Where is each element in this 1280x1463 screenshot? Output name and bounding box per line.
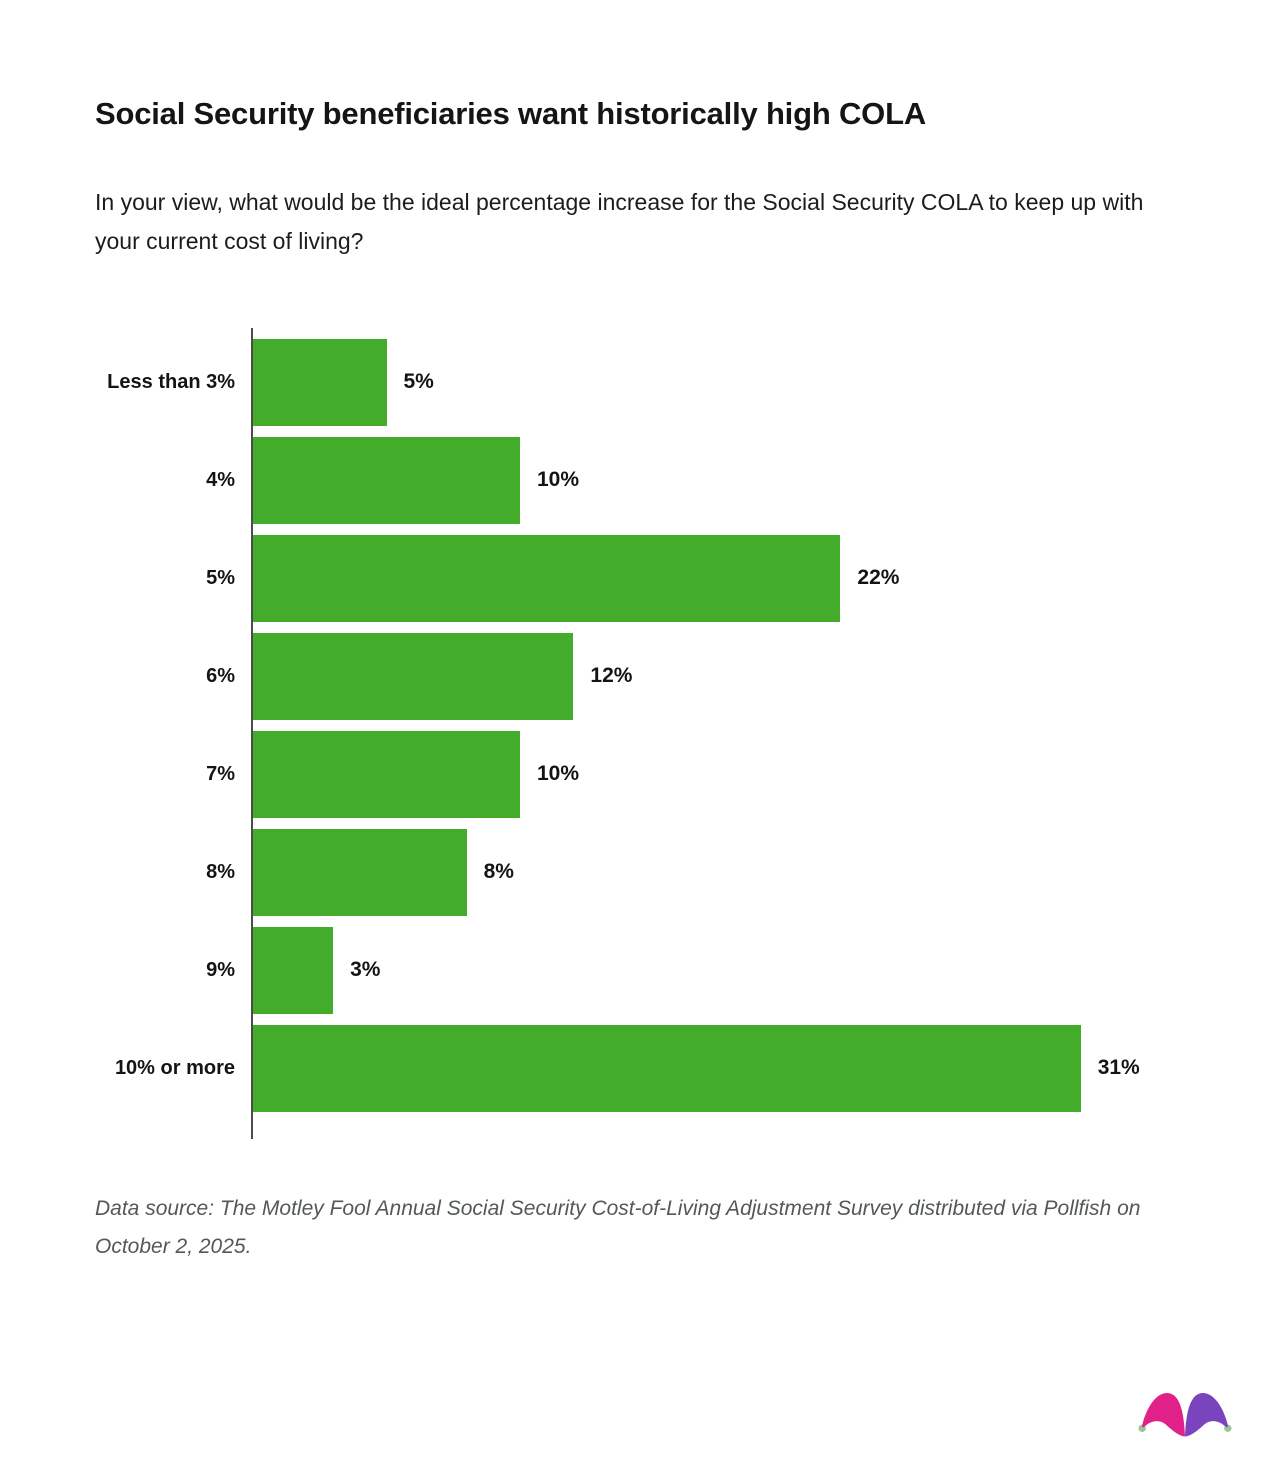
bar-row: 9% 3% <box>95 921 1250 1019</box>
y-axis-line <box>251 328 253 1139</box>
value-label: 10% <box>537 468 580 491</box>
motley-fool-logo <box>1134 1381 1236 1443</box>
bar-row: 5% 22% <box>95 529 1250 627</box>
bar-track: 8% <box>251 823 1250 921</box>
value-label: 3% <box>350 958 381 981</box>
bar-track: 10% <box>251 725 1250 823</box>
bar <box>253 338 387 426</box>
bar <box>253 828 467 916</box>
bar-track: 3% <box>251 921 1250 1019</box>
bar-track: 12% <box>251 627 1250 725</box>
value-label: 5% <box>403 370 434 393</box>
value-label: 10% <box>537 762 580 785</box>
category-label: 5% <box>206 566 235 589</box>
bar-row: 7% 10% <box>95 725 1250 823</box>
bar <box>253 1024 1081 1112</box>
bar-row: 8% 8% <box>95 823 1250 921</box>
category-label: 7% <box>206 762 235 785</box>
value-label: 8% <box>483 860 514 883</box>
bar <box>253 926 334 1014</box>
bar-row: 6% 12% <box>95 627 1250 725</box>
category-label: 8% <box>206 860 235 883</box>
category-label: 6% <box>206 664 235 687</box>
value-label: 31% <box>1097 1056 1140 1079</box>
bar-track: 5% <box>251 333 1250 431</box>
category-label: Less than 3% <box>107 370 235 393</box>
bar <box>253 730 520 818</box>
category-label: 4% <box>206 468 235 491</box>
chart-subtitle: In your view, what would be the ideal pe… <box>95 189 1144 254</box>
jester-hat-icon <box>1138 1392 1232 1437</box>
bar-rows: Less than 3% 5% 4% 10% 5% 22% 6% 12% 7% 10% 8% 8% 9%… <box>95 333 1250 1117</box>
value-label: 22% <box>857 566 900 589</box>
bar-row: 4% 10% <box>95 431 1250 529</box>
value-label: 12% <box>590 664 633 687</box>
category-label: 10% or more <box>114 1056 235 1079</box>
hat-right-lobe <box>1185 1392 1228 1437</box>
bar <box>253 534 841 622</box>
bar-track: 10% <box>251 431 1250 529</box>
bar <box>253 632 574 720</box>
hat-left-lobe <box>1142 1392 1185 1437</box>
bar-row: 10% or more 31% <box>95 1019 1250 1117</box>
data-source-note: Data source: The Motley Fool Annual Soci… <box>95 1197 1141 1258</box>
chart-title: Social Security beneficiaries want histo… <box>95 96 927 131</box>
category-label: 9% <box>206 958 235 981</box>
bar-row: Less than 3% 5% <box>95 333 1250 431</box>
bar-track: 31% <box>251 1019 1250 1117</box>
bar-chart: Less than 3% 5% 4% 10% 5% 22% 6% 12% 7% 10% 8% 8% 9%… <box>95 328 1250 1139</box>
bar-track: 22% <box>251 529 1250 627</box>
bar <box>253 436 520 524</box>
